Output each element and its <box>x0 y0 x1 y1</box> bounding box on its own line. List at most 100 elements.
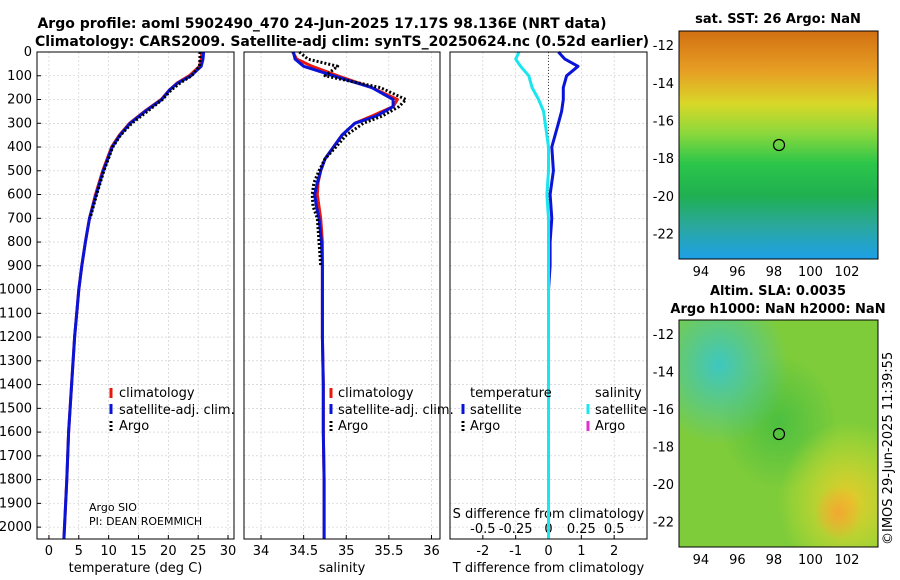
y-tick-label: 300 <box>7 116 32 131</box>
credit-line1: Argo SIO <box>89 501 137 514</box>
difference-panel: -2 -1 0 1 2-0.5 -0.25 0 0.25 0.5S difference fro… <box>449 50 648 576</box>
temperature-panel: 0100200300400500600700800900100011001200… <box>0 45 236 576</box>
legend-s-argo-label: Argo <box>595 419 625 434</box>
sst-map <box>678 30 879 260</box>
y-tick-label: 100 <box>7 69 32 84</box>
sla-map-frame <box>678 319 879 548</box>
y-tick-label: 1300 <box>0 354 32 369</box>
sla-field-orange <box>679 320 878 547</box>
x-tick-label: 5 <box>75 544 83 559</box>
plot-frame <box>36 51 235 540</box>
y-tick-label: 500 <box>7 164 32 179</box>
series-line-argo <box>298 50 408 266</box>
y-tick-label: 1400 <box>0 378 32 393</box>
salinity-panel: 34 34.5 35 35.5 36 salinity <box>243 50 441 576</box>
map-y-tick-label: -22 <box>653 516 674 531</box>
map-y-tick-label: -16 <box>653 114 674 129</box>
figure-title-line2: Climatology: CARS2009. Satellite-adj cli… <box>35 34 649 50</box>
series-line-climatology <box>62 51 204 540</box>
map-y-tick-label: -20 <box>653 478 674 493</box>
legend-t-argo-label: Argo <box>470 419 500 434</box>
x-tick-label: 34.5 <box>289 544 318 559</box>
x-tick-label: 25 <box>190 544 207 559</box>
y-tick-label: 600 <box>7 188 32 203</box>
y-tick-label: 1000 <box>0 283 32 298</box>
y-tick-label: 0 <box>24 45 32 60</box>
map-y-tick-label: -18 <box>653 441 674 456</box>
y-tick-label: 200 <box>7 93 32 108</box>
legend-climatology-label: climatology <box>119 386 195 401</box>
plot-frame <box>449 51 648 540</box>
map-top-title: sat. SST: 26 Argo: NaN <box>695 12 861 27</box>
x-axis-label: salinity <box>319 561 366 576</box>
map-x-tick-label: 96 <box>729 553 746 568</box>
x-axis-label: temperature (deg C) <box>69 561 203 576</box>
x-tick-label: 36 <box>423 544 440 559</box>
legend-temperature-header: temperature <box>470 386 552 401</box>
s-tick-label: 0.25 <box>567 522 596 537</box>
map-x-tick-label: 102 <box>835 265 860 280</box>
sla-map <box>678 319 879 548</box>
salinity-legend: climatology satellite-adj. clim. Argo <box>329 386 454 434</box>
plot-frame <box>243 51 441 540</box>
map-bottom-title2: Argo h1000: NaN h2000: NaN <box>670 302 885 317</box>
y-tick-label: 400 <box>7 140 32 155</box>
s-tick-label: 0.5 <box>604 522 625 537</box>
legend-t-satellite-label: satellite <box>470 403 522 418</box>
legend-satellite-label: satellite-adj. clim. <box>338 403 454 418</box>
map-x-tick-label: 102 <box>835 553 860 568</box>
map-y-tick-label: -16 <box>653 403 674 418</box>
map-y-tick-label: -12 <box>653 328 674 343</box>
series-line-climatology <box>291 51 399 539</box>
y-tick-label: 700 <box>7 211 32 226</box>
legend-satellite-label: satellite-adj. clim. <box>119 403 235 418</box>
figure-title-line1: Argo profile: aoml 5902490_470 24-Jun-20… <box>37 16 606 32</box>
map-y-tick-label: -18 <box>653 152 674 167</box>
sst-map-frame <box>678 30 879 260</box>
map-bottom-title1: Altim. SLA: 0.0035 <box>710 284 846 299</box>
series-line-satellite-adj-clim- <box>62 51 206 540</box>
legend-climatology-label: climatology <box>338 386 414 401</box>
x-tick-label: 30 <box>220 544 237 559</box>
x-tick-label: 10 <box>100 544 117 559</box>
x-tick-label: -2 <box>476 544 489 559</box>
temperature-legend: climatology satellite-adj. clim. Argo <box>109 386 235 434</box>
x-tick-label: 20 <box>160 544 177 559</box>
argo-float-marker <box>772 138 786 152</box>
legend-argo-label: Argo <box>119 419 149 434</box>
map-x-tick-label: 100 <box>798 553 823 568</box>
map-x-tick-label: 94 <box>693 553 710 568</box>
x-tick-label: 1 <box>577 544 585 559</box>
y-tick-label: 1700 <box>0 449 32 464</box>
x-tick-label: 35.5 <box>374 544 403 559</box>
map-y-tick-label: -12 <box>653 39 674 54</box>
legend-s-satellite-label: satellite <box>595 403 647 418</box>
difference-legend: temperature salinity satellite Argo sate… <box>461 386 647 434</box>
y-tick-label: 1500 <box>0 401 32 416</box>
credit-line2: PI: DEAN ROEMMICH <box>89 515 202 528</box>
legend-argo-label: Argo <box>338 419 368 434</box>
map-x-tick-label: 98 <box>766 553 783 568</box>
x-axis-label: T difference from climatology <box>452 561 645 576</box>
sst-field <box>679 31 878 259</box>
legend-salinity-header: salinity <box>595 386 642 401</box>
x-tick-label: 34 <box>253 544 270 559</box>
series-line-temperature-satellite <box>547 50 580 539</box>
series-line-satellite-adj-clim- <box>291 51 395 539</box>
map-y-tick-label: -14 <box>653 366 674 381</box>
x-tick-label: 0 <box>544 544 552 559</box>
y-tick-label: 800 <box>7 235 32 250</box>
map-top-axes: 94 96 98 100 102 -12 -14 -16 -18 -20 -22 <box>653 39 860 280</box>
x-tick-label: 15 <box>130 544 147 559</box>
y-tick-label: 1100 <box>0 306 32 321</box>
map-x-tick-label: 94 <box>693 265 710 280</box>
map-x-tick-label: 98 <box>766 265 783 280</box>
series-line-argo <box>88 52 202 219</box>
series-line-salinity-satellite <box>514 51 550 539</box>
y-tick-label: 1800 <box>0 473 32 488</box>
y-tick-label: 2000 <box>0 520 32 535</box>
argo-float-marker <box>772 427 786 441</box>
s-tick-label: -0.25 <box>499 522 533 537</box>
imos-watermark: ©IMOS 29-Jun-2025 11:39:55 <box>881 352 896 545</box>
